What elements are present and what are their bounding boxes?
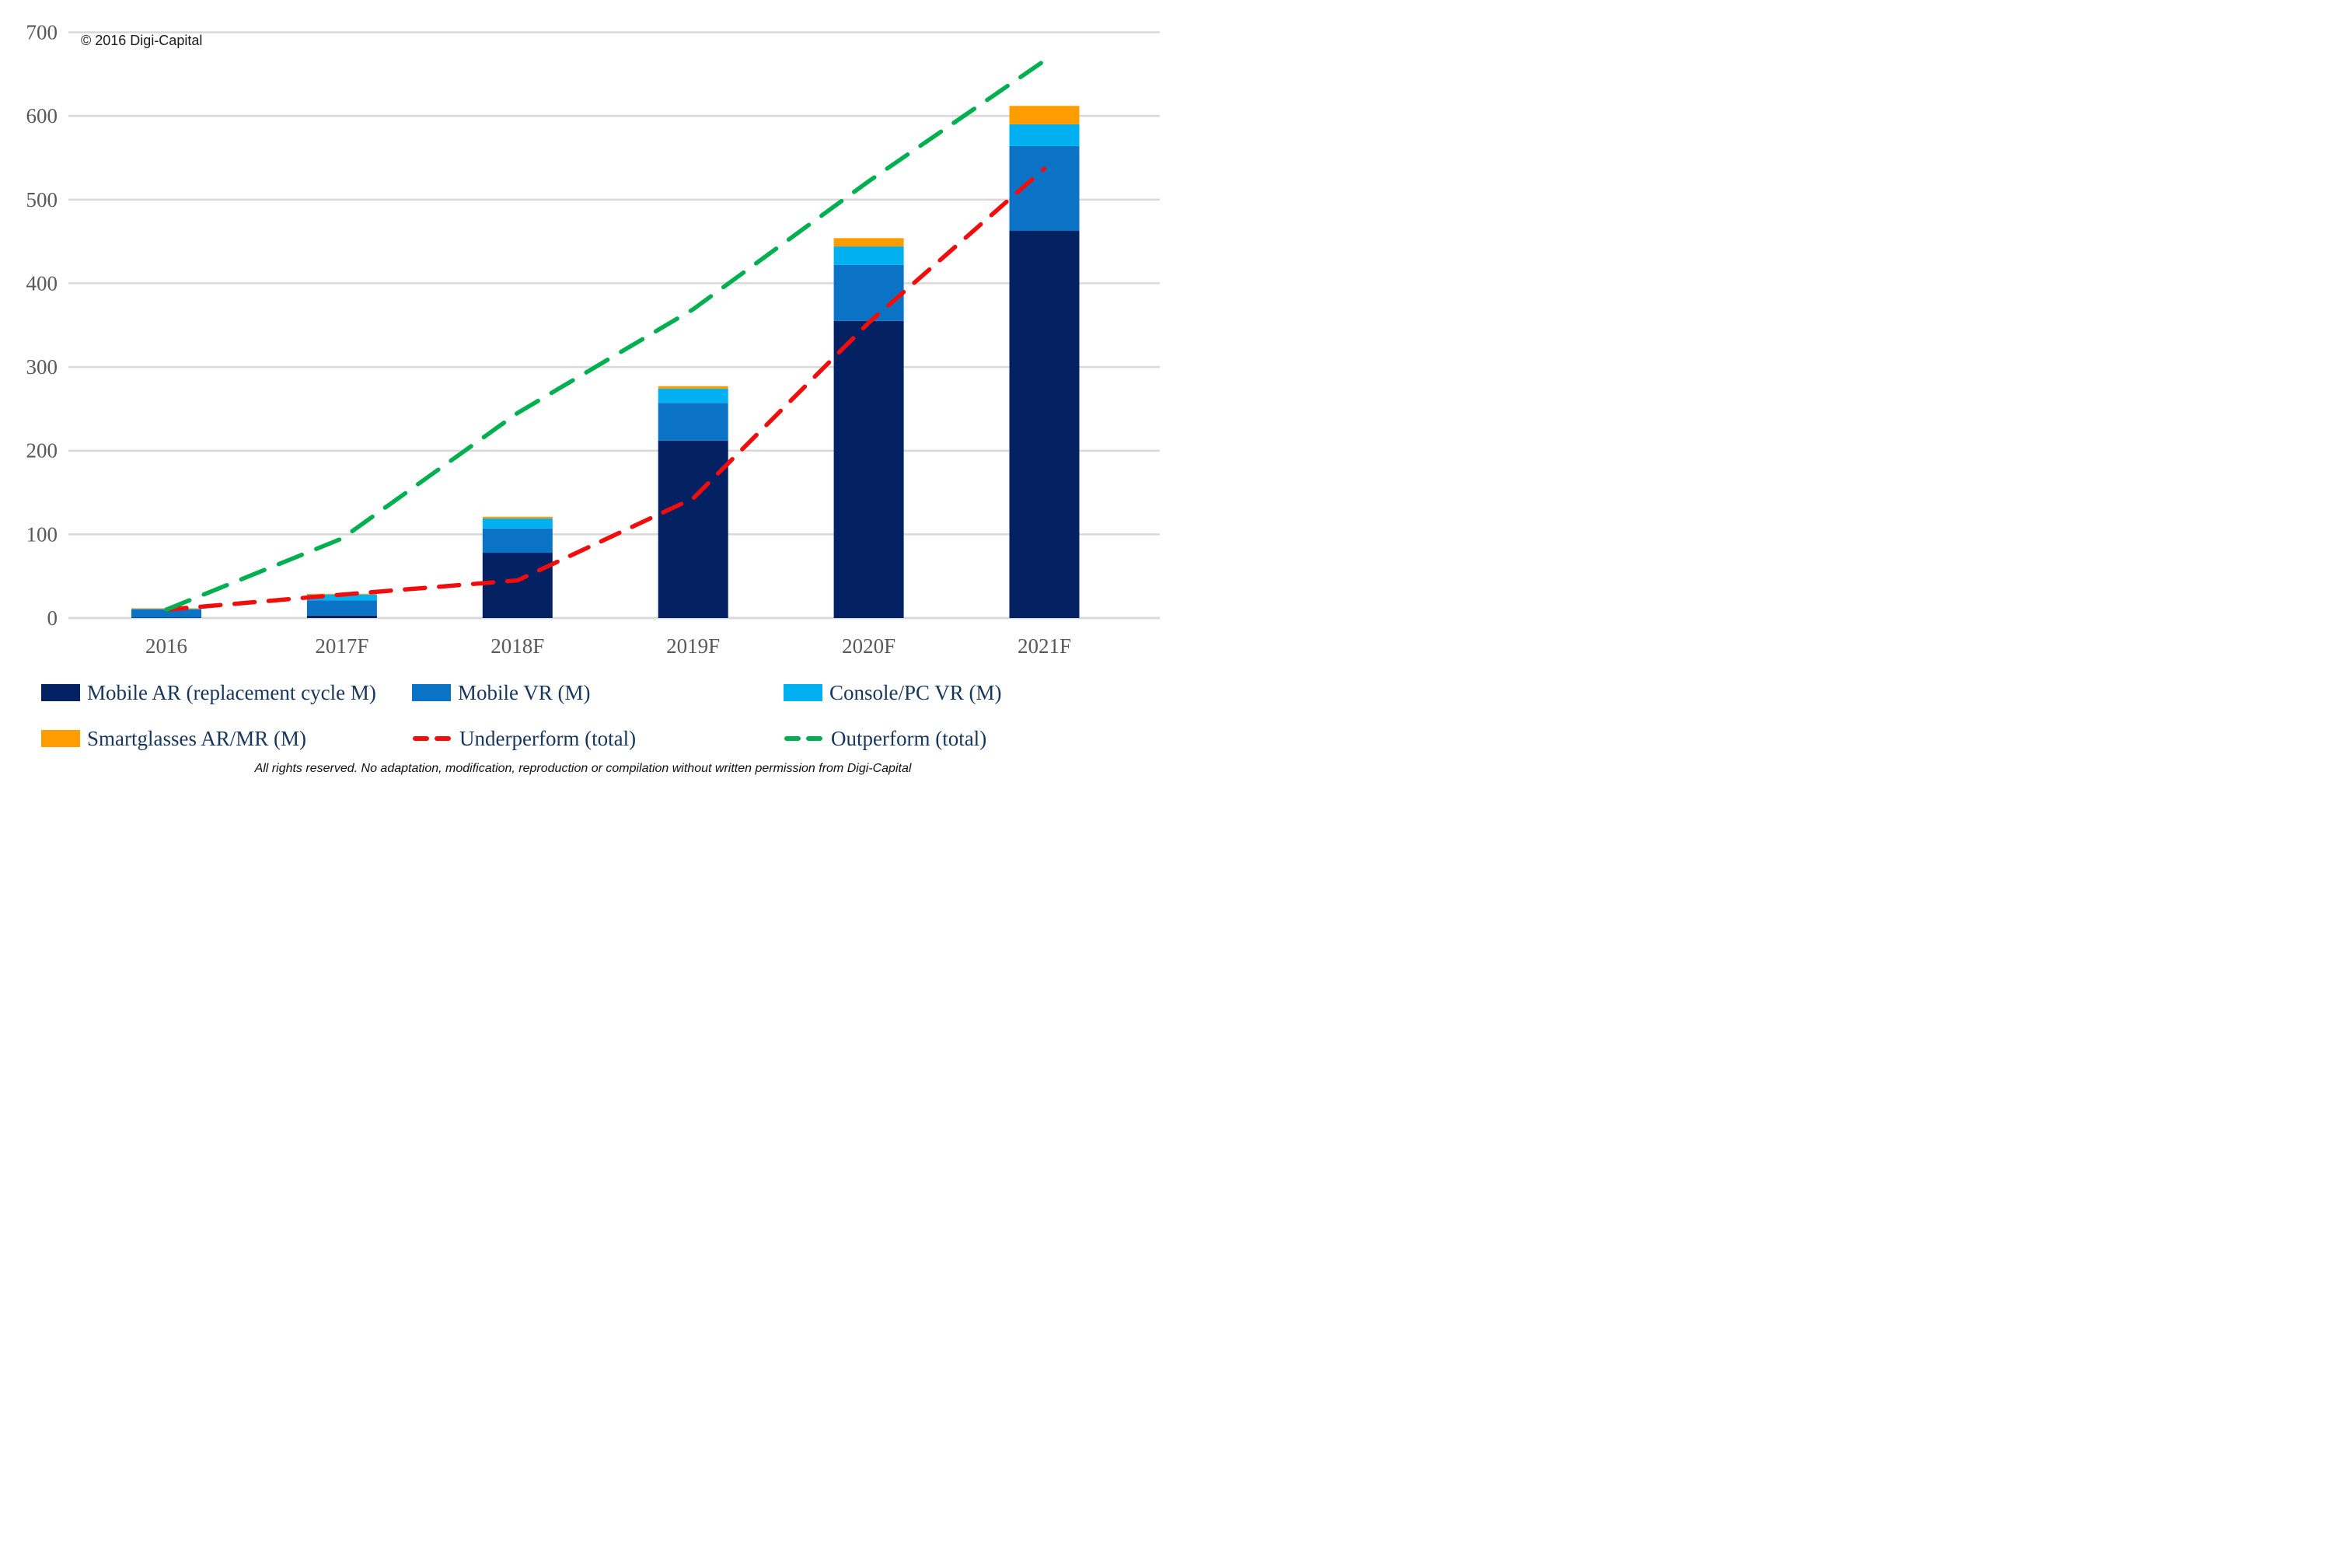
bar-segment [482, 516, 553, 519]
x-category-label: 2021F [1018, 634, 1071, 658]
y-tick-label: 600 [26, 104, 58, 127]
bar-segment [658, 403, 728, 441]
x-category-label: 2020F [842, 634, 895, 658]
bar-segment [833, 320, 904, 618]
copyright-note: © 2016 Digi-Capital [81, 33, 203, 48]
disclaimer-text: All rights reserved. No adaptation, modi… [254, 762, 912, 775]
trend-line-underperform [164, 166, 1047, 612]
bar-segment [1009, 124, 1080, 146]
bar-segment [833, 264, 904, 321]
bar-segment [658, 386, 728, 389]
bar-segment [1009, 230, 1080, 618]
bar-segment [658, 389, 728, 403]
chart-plot: 0 100 200 300 400 500 600 700 2016 2017F 2018F 2019… [26, 21, 1160, 658]
bar-segment [482, 553, 553, 618]
bar-segment [833, 246, 904, 265]
bar-segment [833, 238, 904, 247]
y-tick-label: 200 [26, 439, 58, 463]
bar-segment [658, 440, 728, 618]
x-category-label: 2018F [490, 634, 544, 658]
y-tick-label: 700 [26, 21, 58, 44]
x-category-label: 2017F [315, 634, 368, 658]
bar-segment [306, 615, 377, 618]
bar-segment [306, 594, 377, 601]
y-tick-label: 300 [26, 355, 58, 379]
y-tick-label: 500 [26, 188, 58, 211]
y-tick-label: 0 [47, 606, 58, 630]
bar-segment [482, 518, 553, 529]
y-tick-label: 400 [26, 271, 58, 295]
bar-segment [482, 528, 553, 554]
x-category-label: 2019F [666, 634, 720, 658]
bar-segment [131, 609, 201, 618]
x-category-label: 2016 [145, 634, 187, 658]
chart-canvas: 0 100 200 300 400 500 600 700 2016 2017F 2018F 2019… [0, 0, 1166, 784]
bar-segment [131, 617, 201, 618]
trend-line-outperform [164, 58, 1047, 612]
bar-segment [1009, 106, 1080, 124]
bar-segment [306, 600, 377, 616]
y-tick-label: 100 [26, 522, 58, 546]
